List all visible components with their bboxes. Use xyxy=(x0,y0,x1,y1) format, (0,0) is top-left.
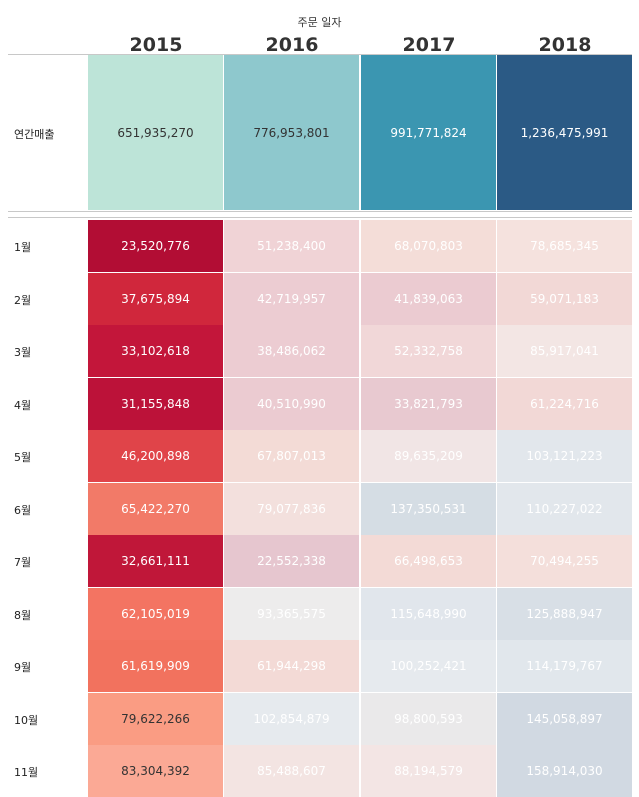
heatmap-cell-6-2017[interactable]: 137,350,531 xyxy=(361,482,496,535)
heatmap-cell-7-2017[interactable]: 66,498,653 xyxy=(361,535,496,587)
heatmap-cell-9-2016[interactable]: 61,944,298 xyxy=(224,640,359,692)
heatmap-cell-9-2018[interactable]: 114,179,767 xyxy=(497,640,632,692)
heatmap-cell-6-2016[interactable]: 79,077,836 xyxy=(224,482,359,535)
heatmap-cell-9-2015[interactable]: 61,619,909 xyxy=(88,640,223,692)
row-label-month-10: 10월 xyxy=(14,713,39,727)
heatmap-cell-2-2017[interactable]: 41,839,063 xyxy=(361,272,496,325)
year-header-2015: 2015 xyxy=(129,34,183,56)
row-label-month-9: 9월 xyxy=(14,661,32,674)
year-header-2016: 2016 xyxy=(265,34,319,56)
heatmap-cell-3-2018[interactable]: 85,917,041 xyxy=(497,325,632,377)
row-label-month-4: 4월 xyxy=(14,398,32,412)
heatmap-cell-10-2016[interactable]: 102,854,879 xyxy=(224,692,359,745)
row-label-month-1: 1월 xyxy=(14,241,32,254)
monthly-top-rule xyxy=(8,217,632,218)
heatmap-cell-8-2018[interactable]: 125,888,947 xyxy=(497,587,632,640)
heatmap-cell-4-2015[interactable]: 31,155,848 xyxy=(88,377,223,430)
heatmap-cell-3-2015[interactable]: 33,102,618 xyxy=(88,325,223,377)
heatmap-cell-2-2016[interactable]: 42,719,957 xyxy=(224,272,359,325)
heatmap-cell-10-2018[interactable]: 145,058,897 xyxy=(497,692,632,745)
heatmap-cell-4-2016[interactable]: 40,510,990 xyxy=(224,377,359,430)
heatmap-cell-6-2015[interactable]: 65,422,270 xyxy=(88,482,223,535)
heatmap-cell-8-2015[interactable]: 62,105,019 xyxy=(88,587,223,640)
year-header-2017: 2017 xyxy=(402,34,456,56)
heatmap-cell-1-2017[interactable]: 68,070,803 xyxy=(361,220,496,272)
heatmap-cell-3-2017[interactable]: 52,332,758 xyxy=(361,325,496,377)
annual-sales-cell-2015[interactable]: 651,935,270 xyxy=(88,55,223,210)
row-label-month-2: 2월 xyxy=(14,293,32,307)
column-header-title: 주문 일자 xyxy=(297,16,342,29)
heatmap-cell-10-2015[interactable]: 79,622,266 xyxy=(88,692,223,745)
row-label-annual: 연간매출 xyxy=(14,127,55,141)
heatmap-cell-4-2018[interactable]: 61,224,716 xyxy=(497,377,632,430)
heatmap-cell-5-2016[interactable]: 67,807,013 xyxy=(224,430,359,482)
heatmap-cell-7-2018[interactable]: 70,494,255 xyxy=(497,535,632,587)
heatmap-cell-11-2018[interactable]: 158,914,030 xyxy=(497,745,632,797)
heatmap-cell-1-2015[interactable]: 23,520,776 xyxy=(88,220,223,272)
annual-sales-cell-2016[interactable]: 776,953,801 xyxy=(224,55,359,210)
heatmap-cell-1-2016[interactable]: 51,238,400 xyxy=(224,220,359,272)
row-label-month-11: 11월 xyxy=(14,766,39,779)
heatmap-cell-11-2016[interactable]: 85,488,607 xyxy=(224,745,359,797)
heatmap-cell-5-2018[interactable]: 103,121,223 xyxy=(497,430,632,482)
top-rule xyxy=(8,54,632,55)
row-label-month-3: 3월 xyxy=(14,346,32,359)
heatmap-cell-8-2016[interactable]: 93,365,575 xyxy=(224,587,359,640)
annual-bottom-rule xyxy=(8,211,632,212)
heatmap-cell-3-2016[interactable]: 38,486,062 xyxy=(224,325,359,377)
heatmap-cell-2-2018[interactable]: 59,071,183 xyxy=(497,272,632,325)
heatmap-cell-9-2017[interactable]: 100,252,421 xyxy=(361,640,496,692)
annual-sales-cell-2017[interactable]: 991,771,824 xyxy=(361,55,496,210)
heatmap-cell-4-2017[interactable]: 33,821,793 xyxy=(361,377,496,430)
heatmap-cell-7-2016[interactable]: 22,552,338 xyxy=(224,535,359,587)
heatmap-cell-7-2015[interactable]: 32,661,111 xyxy=(88,535,223,587)
row-label-month-8: 8월 xyxy=(14,608,32,622)
heatmap-cell-11-2015[interactable]: 83,304,392 xyxy=(88,745,223,797)
heatmap-cell-2-2015[interactable]: 37,675,894 xyxy=(88,272,223,325)
heatmap-cell-1-2018[interactable]: 78,685,345 xyxy=(497,220,632,272)
heatmap-cell-6-2018[interactable]: 110,227,022 xyxy=(497,482,632,535)
year-header-2018: 2018 xyxy=(538,34,592,56)
heatmap-cell-11-2017[interactable]: 88,194,579 xyxy=(361,745,496,797)
heatmap-cell-5-2017[interactable]: 89,635,209 xyxy=(361,430,496,482)
annual-sales-cell-2018[interactable]: 1,236,475,991 xyxy=(497,55,632,210)
row-label-month-6: 6월 xyxy=(14,503,32,517)
heatmap-cell-10-2017[interactable]: 98,800,593 xyxy=(361,692,496,745)
row-label-month-5: 5월 xyxy=(14,451,32,464)
row-label-month-7: 7월 xyxy=(14,556,32,569)
heatmap-cell-5-2015[interactable]: 46,200,898 xyxy=(88,430,223,482)
heatmap-cell-8-2017[interactable]: 115,648,990 xyxy=(361,587,496,640)
